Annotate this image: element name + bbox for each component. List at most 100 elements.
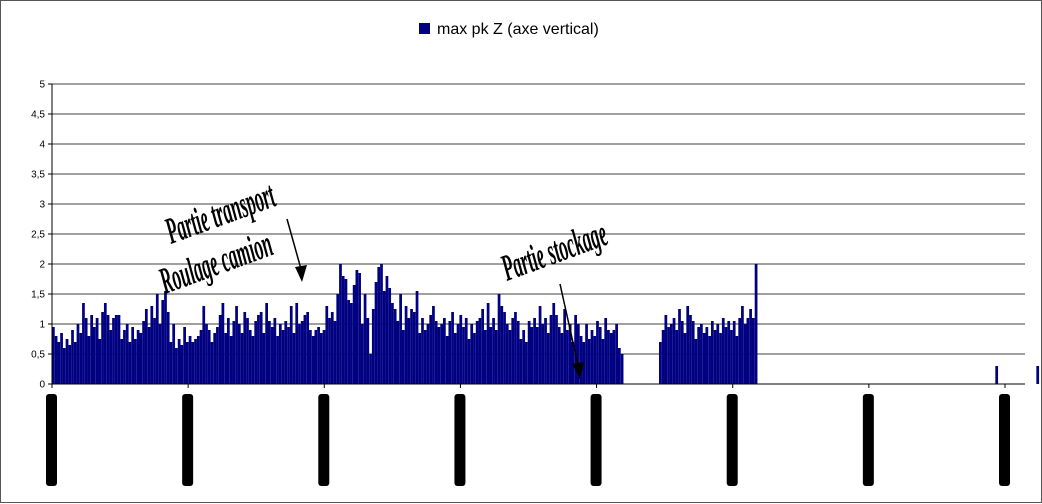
- bar: [153, 318, 156, 384]
- bar: [514, 312, 517, 384]
- bar: [391, 303, 394, 384]
- bar: [303, 315, 307, 384]
- bar: [669, 324, 673, 384]
- bar: [112, 318, 115, 384]
- y-tick-label: 1: [39, 320, 45, 331]
- bar: [183, 327, 186, 384]
- bar: [68, 345, 72, 384]
- bar: [123, 330, 126, 384]
- bar: [325, 306, 329, 384]
- bar: [366, 318, 370, 384]
- bar: [527, 321, 531, 384]
- bar: [295, 303, 299, 384]
- bar: [164, 291, 167, 384]
- bar: [535, 327, 539, 384]
- bar: [341, 276, 345, 384]
- bar: [437, 327, 441, 384]
- bar: [139, 333, 143, 384]
- bar: [500, 306, 504, 384]
- bar: [166, 312, 170, 384]
- bar: [478, 318, 482, 384]
- bar: [557, 327, 561, 384]
- y-tick-label: 0,5: [31, 350, 45, 361]
- bar: [519, 339, 523, 384]
- bar: [93, 327, 96, 384]
- bar: [333, 321, 337, 384]
- bar: [705, 327, 709, 384]
- bar: [443, 318, 446, 384]
- bar: [103, 303, 107, 384]
- bar: [741, 306, 744, 384]
- bar: [464, 318, 468, 384]
- bar: [615, 324, 618, 384]
- bar: [721, 318, 725, 384]
- bar: [147, 327, 151, 384]
- bar: [494, 330, 498, 384]
- bar: [60, 333, 63, 384]
- bar: [475, 321, 479, 384]
- bar: [79, 333, 83, 384]
- bar: [401, 330, 405, 384]
- bar: [410, 309, 413, 384]
- bar: [144, 309, 148, 384]
- annotation-partie-stockage: Partie stockage: [495, 213, 612, 289]
- bar: [393, 309, 397, 384]
- bar: [571, 342, 575, 384]
- bar: [719, 333, 722, 384]
- bar: [530, 327, 534, 384]
- bar: [503, 312, 506, 384]
- bar: [289, 306, 293, 384]
- bottom-marker: [590, 394, 602, 486]
- bar: [604, 318, 608, 384]
- bar: [314, 330, 318, 384]
- bar: [248, 330, 252, 384]
- bar: [322, 330, 326, 384]
- bar: [486, 303, 490, 384]
- bar: [585, 324, 588, 384]
- bar: [659, 342, 662, 384]
- bottom-marker: [182, 394, 194, 486]
- bar: [445, 336, 449, 384]
- bar: [686, 306, 690, 384]
- bar: [84, 318, 88, 384]
- bar: [95, 318, 99, 384]
- legend-swatch: [419, 23, 430, 34]
- bar: [265, 303, 268, 384]
- bar: [751, 318, 755, 384]
- bar: [743, 324, 747, 384]
- bar: [330, 312, 334, 384]
- bar: [319, 333, 323, 384]
- bar: [749, 309, 752, 384]
- bar: [117, 315, 121, 384]
- bar: [516, 321, 520, 384]
- bar: [259, 312, 263, 384]
- bar: [347, 300, 351, 384]
- bar: [177, 339, 181, 384]
- bar: [661, 330, 665, 384]
- bar: [136, 330, 140, 384]
- bar: [680, 321, 684, 384]
- bar: [317, 327, 320, 384]
- bar: [131, 327, 135, 384]
- y-tick-label: 2,5: [31, 230, 45, 241]
- bar: [678, 309, 681, 384]
- bar: [87, 336, 91, 384]
- bar: [598, 327, 602, 384]
- bar: [407, 318, 411, 384]
- bar: [52, 327, 55, 384]
- bar: [273, 318, 277, 384]
- bar: [82, 303, 85, 384]
- bar: [101, 312, 104, 384]
- bar: [350, 303, 353, 384]
- bottom-marker: [46, 394, 57, 486]
- bar: [235, 306, 238, 384]
- bar: [440, 324, 443, 384]
- bar: [243, 312, 247, 384]
- bar: [339, 264, 342, 384]
- bar: [672, 318, 676, 384]
- y-tick-label: 0: [39, 380, 45, 391]
- bar: [566, 330, 569, 384]
- bar: [98, 339, 102, 384]
